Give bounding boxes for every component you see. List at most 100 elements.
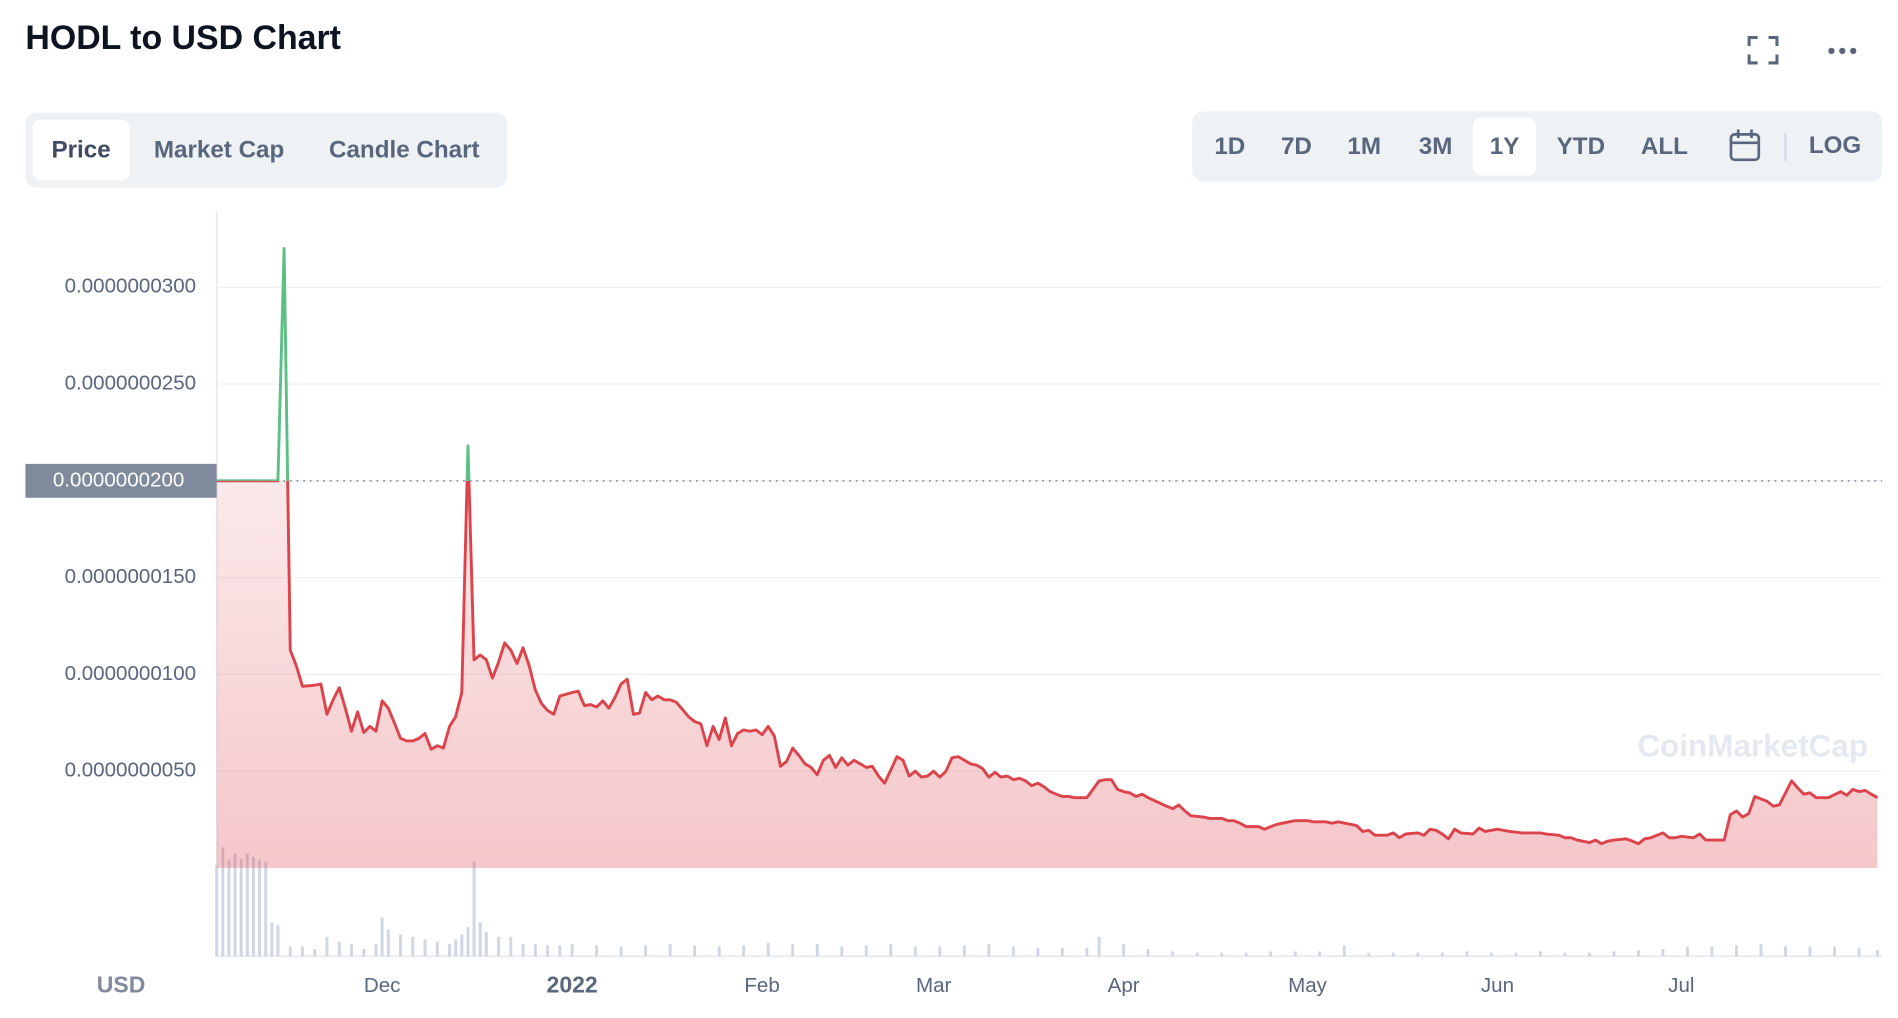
volume-bar (1465, 951, 1469, 957)
volume-bar (454, 939, 458, 957)
volume-bar (1857, 947, 1861, 957)
volume-bar (1195, 952, 1199, 957)
more-icon[interactable] (1828, 47, 1857, 54)
volume-bar (1171, 951, 1175, 957)
volume-bar (913, 946, 917, 957)
volume-bar (448, 944, 451, 957)
volume-bar (1808, 946, 1812, 957)
price-marker-label: 0.0000000200 (53, 468, 185, 491)
range-active (1473, 117, 1537, 176)
range-button[interactable]: 1M (1347, 133, 1381, 160)
volume-bar (362, 949, 366, 957)
volume-bar (227, 859, 231, 957)
volume-bar (644, 945, 648, 957)
volume-bar (374, 944, 378, 957)
y-tick-label: 0.0000000100 (65, 662, 197, 685)
price-marker (25, 463, 217, 498)
tab-group (25, 112, 508, 188)
volume-bar (258, 859, 262, 957)
volume-bar (558, 945, 562, 957)
title: HODL to USD Chart (25, 19, 341, 57)
y-tick-label: 0.0000000250 (65, 372, 197, 395)
plot: 0.0000000050 0.0000000100 0.0000000150 0.00… (25, 211, 1883, 998)
volume-bar (693, 945, 697, 957)
volume-bar (1710, 946, 1714, 957)
volume-bar (215, 865, 219, 957)
x-tick-label: Apr (1108, 974, 1140, 997)
volume-bar (1036, 947, 1040, 957)
volume-bar (509, 936, 513, 957)
volume-bar (1875, 950, 1879, 957)
volume-bar (1685, 946, 1689, 957)
volume-bar (380, 917, 384, 957)
x-tick-label: Dec (364, 974, 401, 997)
volume-bar (815, 944, 819, 957)
volume-bar (435, 941, 439, 957)
range-button[interactable]: 3M (1419, 133, 1453, 160)
volume-bar (1416, 952, 1420, 957)
y-tick-label: 0.0000000150 (65, 565, 197, 588)
volume-bar (938, 946, 942, 957)
volume-bar (233, 853, 237, 957)
volume-bar (570, 944, 574, 957)
fullscreen-icon[interactable] (1747, 36, 1779, 65)
y-tick-label: 0.0000000050 (65, 759, 197, 782)
volume-bar (276, 924, 280, 957)
range-button[interactable]: 1D (1214, 133, 1245, 160)
volume-bar (1587, 952, 1591, 957)
volume-bar (595, 945, 599, 957)
volume-bar (1391, 952, 1395, 957)
tab[interactable]: Market Cap (154, 137, 284, 164)
range-button[interactable]: 1Y (1490, 133, 1520, 160)
volume-bar (791, 944, 795, 957)
x-tick-label: Jun (1481, 974, 1514, 997)
volume-bar (717, 946, 721, 957)
volume-bar (270, 922, 274, 957)
volume-bar (962, 945, 966, 957)
volume-bar (1538, 951, 1542, 957)
volume-bar (1735, 945, 1738, 957)
volume-bar (386, 929, 390, 957)
volume-bar (1661, 949, 1665, 957)
volume-bar (350, 944, 353, 957)
volume-bar (497, 936, 501, 957)
volume-bar (1514, 952, 1518, 957)
volume-bar (411, 936, 415, 957)
calendar-icon[interactable] (1729, 129, 1761, 162)
volume-bar (889, 944, 893, 957)
volume-bar (987, 944, 991, 957)
x-tick-label: Mar (916, 974, 952, 997)
volume-bar (325, 936, 329, 957)
volume-bar (1085, 947, 1089, 957)
tab[interactable]: Candle Chart (329, 137, 480, 164)
x-tick-label: Feb (744, 974, 779, 997)
volume-bar (1612, 951, 1616, 957)
volume-bar (1784, 946, 1787, 957)
price-area (216, 480, 1878, 868)
volume-bar (1220, 952, 1224, 957)
volume-bar (239, 859, 243, 957)
volume-bar (221, 847, 225, 957)
volume-bar (337, 941, 341, 957)
watermark: CoinMarketCap (1637, 728, 1868, 763)
price-line-down (216, 480, 1879, 846)
volume-bar (1011, 946, 1015, 957)
volume-bar (1269, 951, 1273, 957)
volume-bar (301, 946, 304, 957)
volume-bar (840, 946, 844, 957)
volume-bar (864, 945, 868, 957)
volume-bar (1342, 945, 1346, 957)
range-button[interactable]: YTD (1557, 133, 1605, 160)
range-group (1192, 111, 1883, 182)
range-button[interactable]: ALL (1641, 133, 1688, 160)
tab[interactable]: Price (52, 137, 111, 164)
volume-bar (1440, 952, 1444, 957)
currency-label: USD (97, 972, 146, 998)
volume-bar (1122, 944, 1126, 957)
log-button[interactable]: LOG (1809, 132, 1861, 159)
volume-bar (1244, 952, 1248, 957)
range-button[interactable]: 7D (1281, 133, 1312, 160)
volume-bar (466, 927, 470, 957)
volume-bar (399, 934, 402, 957)
